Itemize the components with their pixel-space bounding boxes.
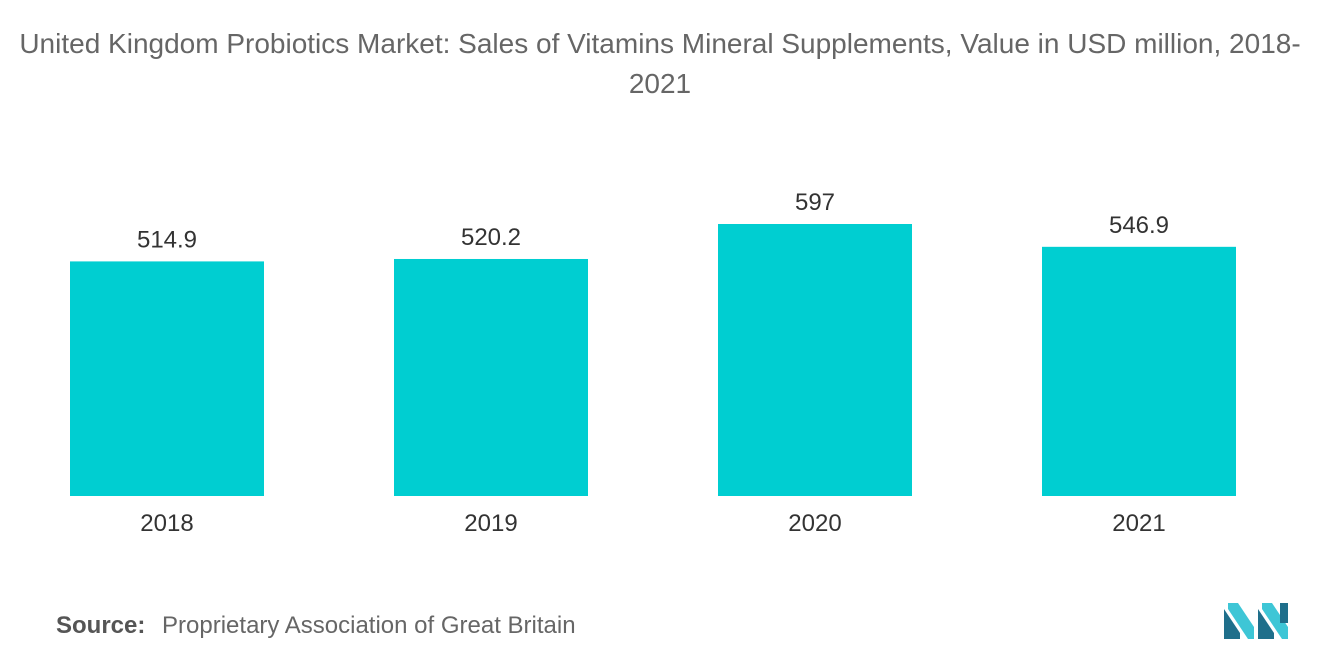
x-tick-label-2019: 2019 (464, 510, 517, 537)
source-text: Proprietary Association of Great Britain (162, 612, 576, 639)
source-note: Source: Proprietary Association of Great… (56, 612, 576, 640)
source-label: Source: (56, 612, 146, 639)
bar-2021 (1042, 246, 1236, 496)
bar-value-label-2018: 514.9 (137, 226, 197, 253)
x-tick-label-2018: 2018 (140, 510, 193, 537)
value-labels-layer: 514.9 520.2 597 546.9 (137, 189, 1169, 253)
bar-value-label-2021: 546.9 (1109, 212, 1169, 239)
bar-2018 (70, 261, 264, 496)
x-tick-label-2020: 2020 (788, 510, 841, 537)
bar-value-label-2019: 520.2 (461, 224, 521, 251)
bar-2020 (718, 224, 912, 496)
mordor-intelligence-logo-icon (1224, 603, 1288, 639)
chart-title: United Kingdom Probiotics Market: Sales … (19, 28, 1301, 99)
x-axis-tick-labels: 2018 2019 2020 2021 (140, 510, 1165, 537)
x-tick-label-2021: 2021 (1112, 510, 1165, 537)
bar-value-label-2020: 597 (795, 189, 835, 216)
bar-2019 (394, 258, 588, 496)
bars-layer (70, 224, 1236, 496)
